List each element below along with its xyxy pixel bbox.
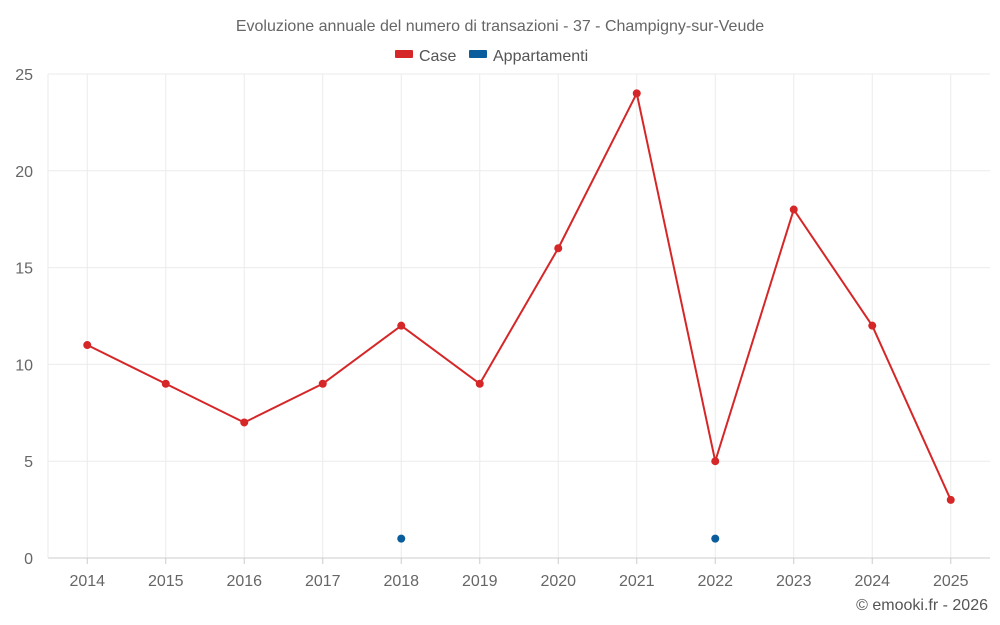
x-tick-label: 2022 — [697, 573, 733, 590]
data-point-case-2019[interactable] — [475, 379, 484, 388]
y-tick-label: 5 — [24, 454, 33, 471]
legend-label-case[interactable]: Case — [419, 48, 456, 65]
x-tick-label: 2014 — [69, 573, 105, 590]
x-tick-label: 2018 — [383, 573, 419, 590]
x-tick-label: 2019 — [462, 573, 498, 590]
y-tick-label: 0 — [24, 551, 33, 568]
series-appartamenti — [397, 534, 720, 543]
x-tick-label: 2017 — [305, 573, 341, 590]
data-point-case-2014[interactable] — [83, 341, 92, 350]
y-tick-label: 25 — [15, 67, 33, 84]
data-point-case-2017[interactable] — [318, 379, 327, 388]
x-tick-label: 2015 — [148, 573, 184, 590]
data-point-appartamenti-2018[interactable] — [397, 534, 406, 543]
legend-label-appartamenti[interactable]: Appartamenti — [493, 48, 588, 65]
y-tick-label: 15 — [15, 261, 33, 278]
series-line-case — [86, 92, 952, 501]
y-tick-label: 20 — [15, 164, 33, 181]
legend-swatch-appartamenti — [469, 50, 487, 58]
x-tick-label: 2020 — [540, 573, 576, 590]
gridlines — [48, 73, 990, 558]
series — [83, 89, 955, 543]
x-tick-label: 2024 — [854, 573, 890, 590]
data-point-case-2024[interactable] — [868, 321, 877, 330]
x-tick-label: 2025 — [933, 573, 969, 590]
legend: Case Appartamenti — [395, 48, 588, 65]
data-point-case-2022[interactable] — [711, 457, 720, 466]
chart-title: Evoluzione annuale del numero di transaz… — [236, 18, 764, 35]
data-point-case-2021[interactable] — [632, 89, 641, 98]
data-point-case-2016[interactable] — [240, 418, 249, 427]
y-tick-label: 10 — [15, 357, 33, 374]
x-tick-label: 2021 — [619, 573, 655, 590]
data-point-case-2018[interactable] — [397, 321, 406, 330]
data-point-case-2025[interactable] — [946, 495, 955, 504]
x-tick-label: 2016 — [226, 573, 262, 590]
x-tick-label: 2023 — [776, 573, 812, 590]
credit-text: © emooki.fr - 2026 — [856, 597, 988, 614]
series-case — [83, 89, 955, 504]
legend-swatch-case — [395, 50, 413, 58]
data-point-case-2015[interactable] — [161, 379, 170, 388]
data-point-case-2020[interactable] — [554, 244, 563, 253]
data-point-case-2023[interactable] — [789, 205, 798, 214]
data-point-appartamenti-2022[interactable] — [711, 534, 720, 543]
